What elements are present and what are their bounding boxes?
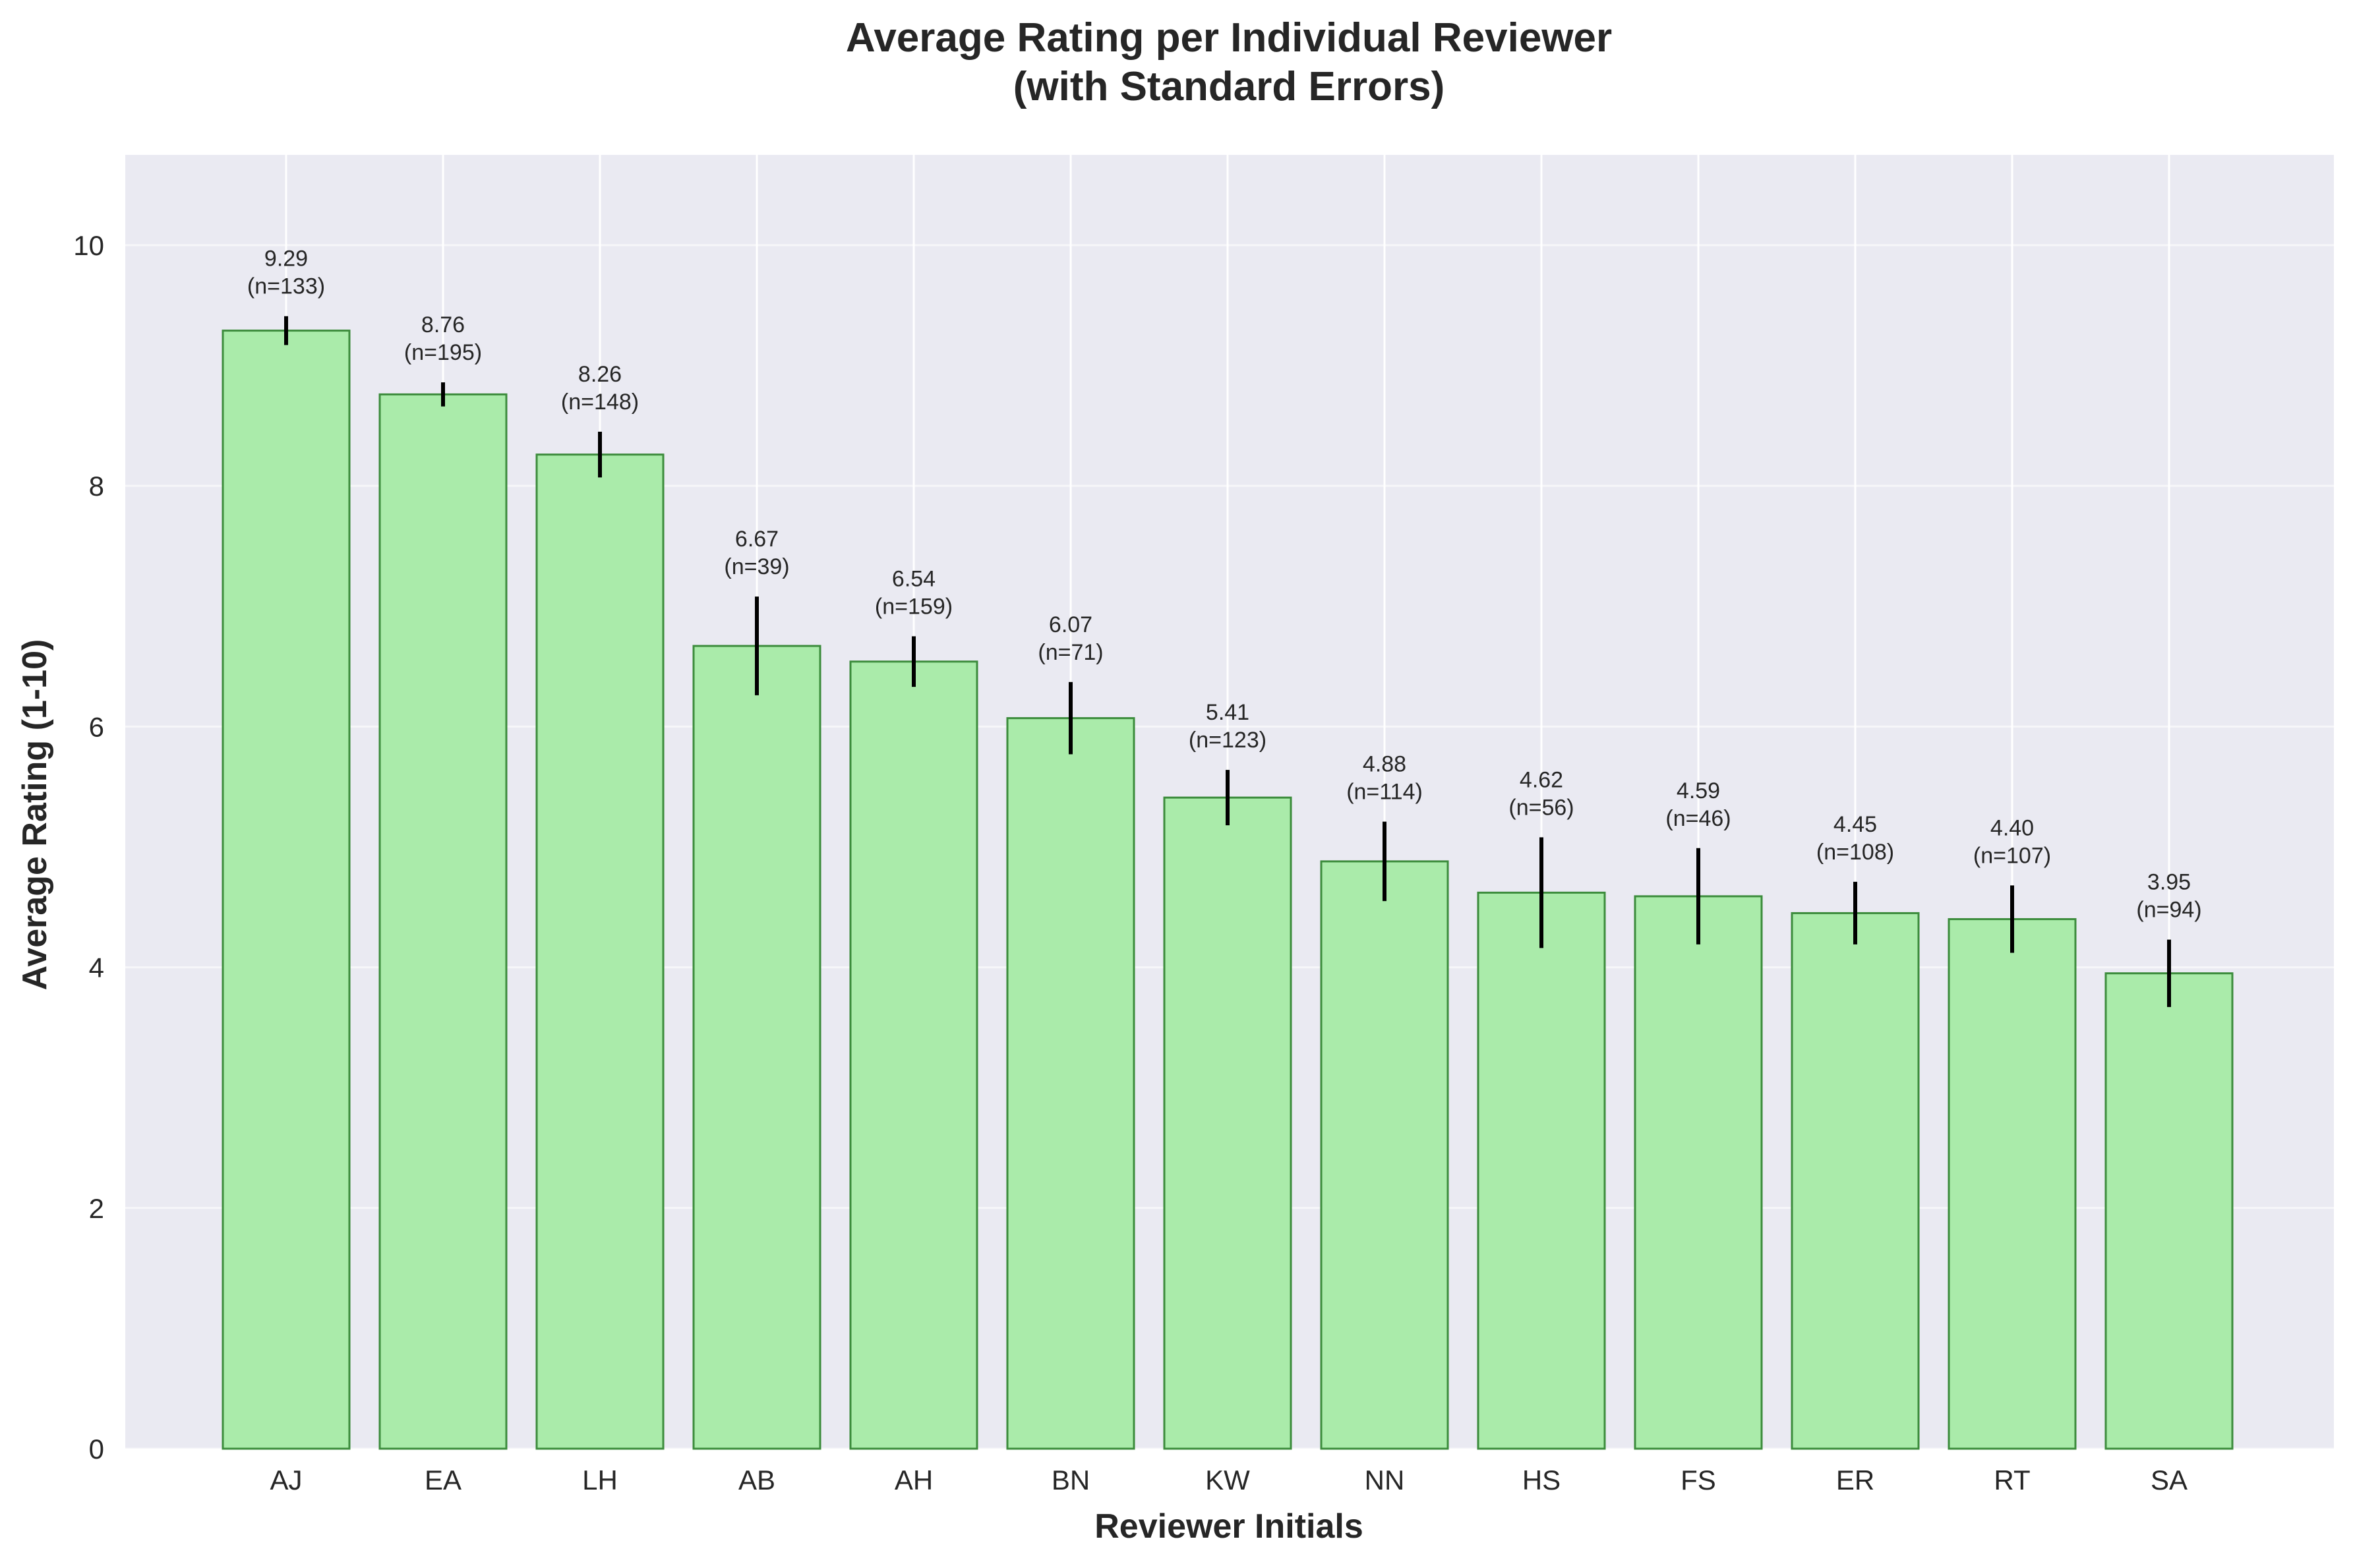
bars — [222, 330, 2234, 1450]
count-label: (n=159) — [875, 594, 953, 619]
chart-title: Average Rating per Individual Reviewer — [846, 15, 1612, 61]
value-label: 4.62 — [1520, 767, 1563, 792]
count-label: (n=39) — [724, 554, 789, 579]
bar — [1948, 918, 2077, 1450]
count-label: (n=108) — [1816, 840, 1894, 865]
count-label: (n=195) — [404, 340, 482, 365]
value-label: 3.95 — [2147, 870, 2191, 895]
y-tick-label: 8 — [89, 471, 104, 502]
value-label: 8.76 — [421, 312, 465, 337]
bar — [1477, 891, 1606, 1450]
y-axis-label: Average Rating (1-10) — [16, 639, 54, 991]
x-tick-label: SA — [2151, 1465, 2188, 1495]
x-tick-label: HS — [1522, 1465, 1561, 1495]
bar — [692, 645, 821, 1450]
x-tick-label: FS — [1681, 1465, 1716, 1495]
y-tick-label: 4 — [89, 952, 104, 983]
bar — [1006, 717, 1135, 1450]
y-tick-label: 2 — [89, 1193, 104, 1224]
x-tick-label: NN — [1365, 1465, 1405, 1495]
x-tick-label: LH — [582, 1465, 618, 1495]
count-label: (n=148) — [561, 390, 639, 415]
bar — [849, 660, 978, 1450]
x-tick-label: AB — [738, 1465, 775, 1495]
bar — [1634, 895, 1763, 1450]
bar — [222, 330, 351, 1450]
value-label: 4.59 — [1677, 778, 1720, 803]
count-label: (n=71) — [1038, 640, 1103, 665]
y-tick-label: 6 — [89, 711, 104, 742]
x-tick-label: ER — [1836, 1465, 1874, 1495]
bar — [1163, 796, 1292, 1450]
chart-subtitle: (with Standard Errors) — [1013, 64, 1445, 109]
count-label: (n=56) — [1508, 795, 1574, 820]
bar — [1320, 860, 1449, 1450]
bar — [2104, 972, 2234, 1450]
value-label: 6.67 — [735, 527, 779, 552]
y-axis-ticks: 0 2 4 6 8 10 — [73, 230, 104, 1465]
count-label: (n=133) — [247, 274, 325, 299]
x-tick-label: RT — [1994, 1465, 2030, 1495]
y-tick-label: 10 — [73, 230, 104, 261]
x-tick-label: BN — [1052, 1465, 1090, 1495]
value-label: 6.54 — [892, 566, 936, 591]
x-axis-label: Reviewer Initials — [1094, 1507, 1363, 1546]
count-label: (n=46) — [1665, 806, 1731, 831]
count-label: (n=94) — [2136, 898, 2201, 923]
bar — [535, 453, 665, 1450]
data-labels: 9.29(n=133)8.76(n=195)8.26(n=148)6.67(n=… — [247, 247, 2202, 923]
value-label: 4.45 — [1833, 812, 1877, 837]
x-axis-ticks: AJ EA LH AB AH BN KW NN HS FS ER RT SA — [270, 1465, 2188, 1495]
x-tick-label: EA — [425, 1465, 462, 1495]
error-bars — [284, 316, 2171, 1007]
value-label: 5.41 — [1206, 700, 1249, 725]
x-tick-label: KW — [1205, 1465, 1250, 1495]
x-tick-label: AH — [895, 1465, 933, 1495]
value-label: 4.40 — [1990, 815, 2034, 840]
value-label: 9.29 — [264, 247, 308, 272]
bar — [1791, 912, 1920, 1450]
x-tick-label: AJ — [270, 1465, 302, 1495]
count-label: (n=123) — [1189, 728, 1266, 753]
value-label: 4.88 — [1363, 752, 1406, 777]
count-label: (n=107) — [1973, 843, 2051, 868]
value-label: 8.26 — [578, 362, 622, 387]
bar — [378, 393, 508, 1450]
value-label: 6.07 — [1049, 612, 1092, 637]
y-tick-label: 0 — [89, 1434, 104, 1465]
count-label: (n=114) — [1346, 780, 1423, 805]
